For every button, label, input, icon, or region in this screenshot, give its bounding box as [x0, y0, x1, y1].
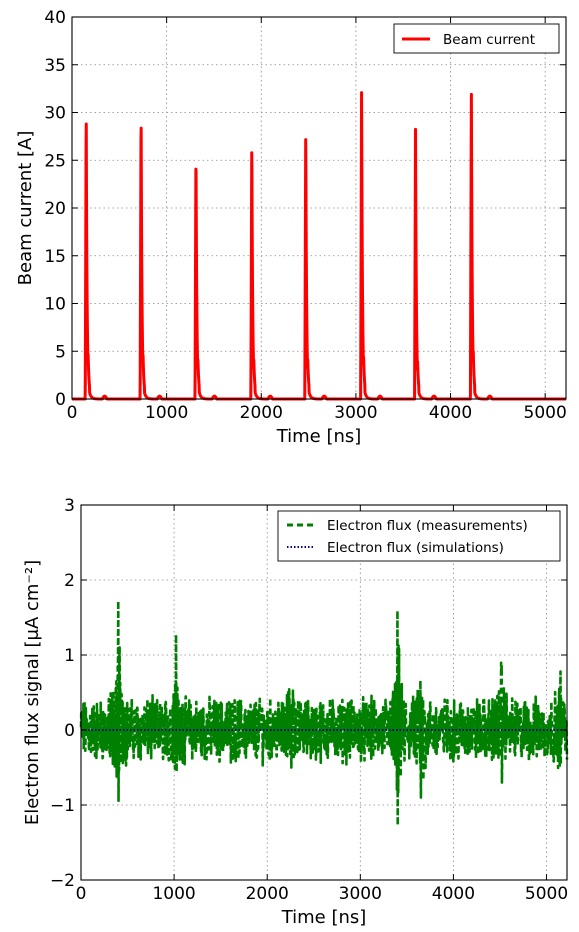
legend-box	[277, 510, 561, 562]
legend-label-measurements: Electron flux (measurements)	[327, 518, 528, 534]
x-tick-label: 1000	[152, 884, 195, 904]
x-tick-label: 2000	[246, 884, 289, 904]
x-tick-label: 0	[67, 403, 78, 423]
legend: Electron flux (measurements) Electron fl…	[277, 510, 561, 562]
y-tick-label: 2	[64, 571, 75, 591]
plot-area	[70, 91, 568, 401]
x-tick-label: 1000	[145, 403, 188, 423]
plot-area	[79, 599, 569, 827]
grid	[71, 16, 566, 400]
y-tick-label: 3	[64, 496, 75, 516]
axis-ticks: 0 1000 2000 3000 4000 5000 0 5 10 15 20 25 30 35 40	[44, 8, 566, 423]
x-tick-label: 3000	[334, 403, 377, 423]
y-tick-label: 15	[44, 247, 66, 267]
x-tick-label: 4000	[429, 403, 472, 423]
beam-current-chart: 0 1000 2000 3000 4000 5000 0 5 10 15 20 25 30 35 40 Ti…	[15, 8, 568, 447]
y-axis-label: Beam current [A]	[15, 131, 36, 286]
legend-label-beam-current: Beam current	[443, 32, 535, 48]
y-tick-label: 35	[44, 56, 66, 76]
x-tick-label: 5000	[525, 884, 568, 904]
axis-ticks: 0 1000 2000 3000 4000 5000 −2 −1 0 1 2 3	[50, 496, 568, 904]
series-line-measurements	[79, 599, 569, 827]
y-tick-label: 0	[55, 390, 66, 410]
x-tick-label: 0	[76, 884, 87, 904]
y-tick-label: 30	[44, 104, 66, 124]
y-tick-label: −2	[50, 871, 75, 891]
y-tick-label: 25	[44, 151, 66, 171]
series-line-beam-current	[70, 91, 568, 401]
plot-frame	[80, 504, 568, 881]
y-tick-label: 1	[64, 646, 75, 666]
legend: Beam current	[393, 23, 560, 54]
y-tick-label: 5	[55, 342, 66, 362]
y-tick-label: 10	[44, 295, 66, 315]
y-tick-label: 40	[44, 8, 66, 28]
legend-label-simulations: Electron flux (simulations)	[327, 540, 504, 556]
y-tick-label: 0	[64, 721, 75, 741]
x-tick-label: 2000	[240, 403, 283, 423]
x-axis-label: Time [ns]	[276, 426, 362, 447]
y-tick-label: −1	[50, 796, 75, 816]
x-tick-label: 4000	[432, 884, 475, 904]
x-tick-label: 5000	[524, 403, 567, 423]
y-axis-label: Electron flux signal [μA cm⁻²]	[22, 560, 43, 825]
y-tick-label: 20	[44, 199, 66, 219]
x-tick-label: 3000	[339, 884, 382, 904]
x-axis-label: Time [ns]	[281, 907, 367, 928]
